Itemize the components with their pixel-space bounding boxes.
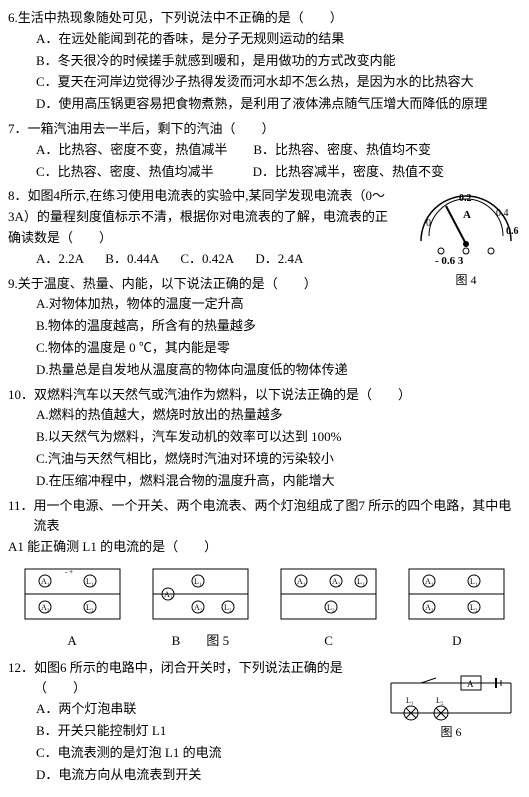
- circuit-c: A₁ A₂ L₁ L₂ C: [276, 564, 381, 652]
- svg-text:A: A: [463, 209, 471, 221]
- svg-text:L₂: L₂: [327, 603, 335, 612]
- q12-stem: 如图6 所示的电路中，闭合开关时，下列说法正确的是（ ）: [34, 658, 381, 700]
- figure-6: A L₁ L₂ 图 6: [381, 668, 521, 742]
- svg-text:L₁: L₁: [406, 696, 414, 705]
- svg-text:0.2: 0.2: [459, 193, 472, 204]
- circuit-a: A₁ L₁ A₂ L₂ - + A: [20, 564, 125, 652]
- svg-text:- +: - +: [65, 568, 73, 576]
- svg-text:L₂: L₂: [470, 603, 478, 612]
- svg-text:A₂: A₂: [41, 603, 50, 612]
- q6-opt-c: C．夏天在河岸边觉得沙子热得发烫而河水却不怎么热，是因为水的比热容大: [36, 72, 521, 93]
- q11-stem2: A1 能正确测 L1 的电流的是（ ）: [8, 537, 521, 558]
- q9-opt-a: A.对物体加热，物体的温度一定升高: [36, 294, 521, 315]
- svg-text:A₁: A₁: [297, 577, 306, 586]
- q7-stem: 一箱汽油用去一半后，剩下的汽油（ ）: [28, 119, 275, 140]
- q10-opt-c: C.汽油与天然气相比，燃烧时汽油对环境的污染较小: [36, 449, 521, 470]
- q12-opt-c: C．电流表测的是灯泡 L1 的电流: [36, 743, 521, 764]
- question-10: 10．双燃料汽车以天然气或汽油作为燃料，以下说法正确的是（ ） A.燃料的热值越…: [8, 385, 521, 492]
- circuit-d: A₁ L₁ A₂ L₂ D: [404, 564, 509, 652]
- svg-text:L₁: L₁: [357, 577, 365, 586]
- svg-text:- 0.6 3: - 0.6 3: [435, 255, 464, 267]
- question-11: 11．用一个电源、一个开关、两个电流表、两个灯泡组成了图7 所示的四个电路，其中…: [8, 496, 521, 652]
- q8-opt-a: A．2.2A: [36, 251, 84, 266]
- q8-opt-c: C．0.42A: [180, 251, 234, 266]
- svg-text:A₁: A₁: [41, 577, 50, 586]
- fig5-label: 图 5: [206, 633, 229, 648]
- question-6: 6.生活中热现象随处可见，下列说法中不正确的是（ ） A．在远处能闻到花的香味，…: [8, 8, 521, 115]
- q6-opt-d: D．使用高压锅更容易把食物煮熟，是利用了液体沸点随气压增大而降低的原理: [36, 94, 521, 115]
- q7-num: 7．: [8, 119, 28, 140]
- q11-num: 11．: [8, 496, 34, 538]
- circuit-row: A₁L₁A₂L₂- + A A₁L₁A₂L₂ B 图 5 A₁A₂L₁L₂ C …: [8, 564, 521, 652]
- svg-text:A₁: A₁: [164, 590, 173, 599]
- svg-text:L₂: L₂: [436, 696, 444, 705]
- svg-text:L₂: L₂: [224, 603, 232, 612]
- q12-opt-d: D．电流方向从电流表到开关: [36, 765, 521, 786]
- q9-stem: 关于温度、热量、内能，以下说法正确的是（ ）: [18, 274, 317, 295]
- svg-text:0.6: 0.6: [506, 226, 519, 237]
- figure-4: 0 0.2 0.4 0.6 A - 0.6 3 图 4: [411, 186, 521, 290]
- q9-opt-c: C.物体的温度是 0 ℃，其内能是零: [36, 338, 521, 359]
- question-7: 7．一箱汽油用去一半后，剩下的汽油（ ） A．比热容、密度不变，热值减半 B．比…: [8, 119, 521, 182]
- circuit-b: A₁ L₁ A₂ L₂ B 图 5: [148, 564, 253, 652]
- svg-text:L₂: L₂: [86, 603, 94, 612]
- q6-num: 6.: [8, 8, 18, 29]
- label-a: A: [20, 631, 125, 652]
- q9-num: 9.: [8, 274, 18, 295]
- svg-text:A₁: A₁: [425, 577, 434, 586]
- q8-num: 8．: [8, 186, 28, 207]
- q10-opt-a: A.燃料的热值越大，燃烧时放出的热量越多: [36, 405, 521, 426]
- label-d: D: [404, 631, 509, 652]
- svg-text:A₂: A₂: [332, 577, 341, 586]
- label-c: C: [276, 631, 381, 652]
- q10-num: 10．: [8, 385, 34, 406]
- fig6-label: 图 6: [381, 723, 521, 742]
- q6-opt-a: A．在远处能闻到花的香味，是分子无规则运动的结果: [36, 29, 521, 50]
- q6-opt-b: B．冬天很冷的时候搓手就感到暖和，是用做功的方式改变内能: [36, 51, 521, 72]
- q7-opt-cd: C．比热容、密度、热值均减半 D．比热容减半，密度、热值不变: [36, 162, 521, 183]
- svg-text:A₂: A₂: [194, 603, 203, 612]
- svg-text:A₂: A₂: [425, 603, 434, 612]
- q10-opt-d: D.在压缩冲程中，燃料混合物的温度升高，内能增大: [36, 471, 521, 492]
- q10-opt-b: B.以天然气为燃料，汽车发动机的效率可以达到 100%: [36, 427, 521, 448]
- svg-text:L₁: L₁: [194, 577, 202, 586]
- svg-text:0.4: 0.4: [496, 208, 509, 219]
- q9-opt-b: B.物体的温度越高，所含有的热量越多: [36, 316, 521, 337]
- q11-stem: 用一个电源、一个开关、两个电流表、两个灯泡组成了图7 所示的四个电路，其中电流表: [34, 496, 521, 538]
- svg-text:A: A: [467, 679, 474, 689]
- q12-num: 12．: [8, 658, 34, 700]
- q10-stem: 双燃料汽车以天然气或汽油作为燃料，以下说法正确的是（ ）: [34, 385, 411, 406]
- fig4-label: 图 4: [411, 271, 521, 290]
- q7-opt-ab: A．比热容、密度不变，热值减半 B．比热容、密度、热值均不变: [36, 140, 521, 161]
- label-b: B: [172, 633, 181, 648]
- q8-opt-d: D．2.4A: [255, 251, 303, 266]
- svg-text:0: 0: [426, 218, 431, 229]
- q8-stem: 如图4所示,在练习使用电流表的实验中,某同学发现电流表（0～: [28, 186, 386, 207]
- q8-opt-b: B．0.44A: [105, 251, 159, 266]
- q6-stem: 生活中热现象随处可见，下列说法中不正确的是（ ）: [18, 8, 343, 29]
- q9-opt-d: D.热量总是自发地从温度高的物体向温度低的物体传递: [36, 360, 521, 381]
- svg-text:L₁: L₁: [470, 577, 478, 586]
- svg-text:L₁: L₁: [86, 577, 94, 586]
